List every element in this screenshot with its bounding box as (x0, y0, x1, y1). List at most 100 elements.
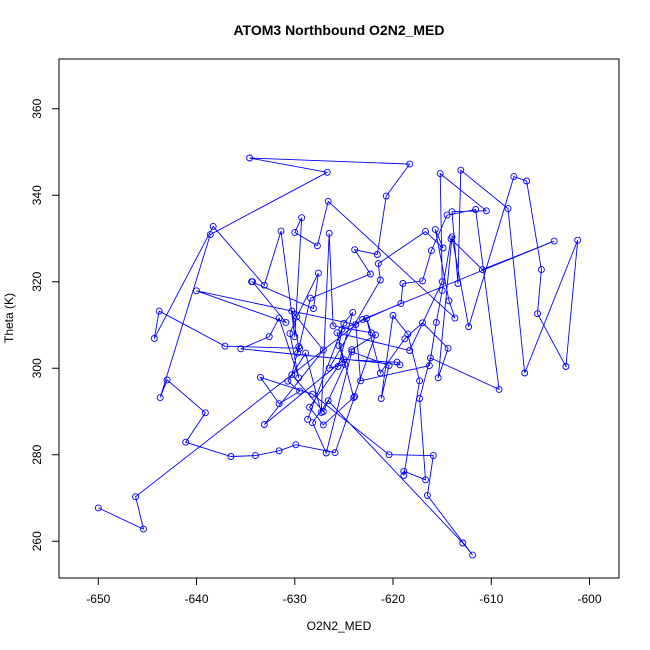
data-point (294, 349, 302, 357)
data-point (389, 312, 397, 319)
data-point (309, 390, 316, 398)
data-point (275, 400, 283, 408)
series-line (98, 157, 579, 556)
y-tick-label: 360 (30, 98, 44, 118)
data-point (416, 395, 424, 402)
data-point (325, 229, 333, 237)
data-point (434, 374, 442, 382)
data-point (291, 333, 299, 341)
data-point (416, 377, 424, 385)
data-point (400, 467, 408, 475)
data-point (348, 348, 356, 356)
data-point (319, 346, 327, 354)
data-point (206, 231, 214, 239)
data-point (298, 214, 306, 222)
data-point (448, 208, 456, 216)
y-axis: 260 280 300 320 340 360 (30, 98, 60, 551)
data-point (399, 280, 407, 287)
data-point (256, 373, 264, 381)
data-point (291, 228, 299, 236)
data-point (359, 315, 367, 323)
data-point (426, 354, 434, 362)
data-point (325, 364, 333, 372)
data-point (286, 330, 294, 338)
data-point (438, 286, 446, 294)
data-point (282, 318, 290, 326)
y-axis-label: Theta (K) (2, 293, 16, 343)
data-point (334, 363, 342, 370)
data-point (443, 211, 451, 219)
data-point (317, 408, 325, 416)
data-point (366, 270, 374, 278)
x-tick-label: -610 (479, 592, 503, 606)
data-point (351, 392, 359, 400)
data-point (376, 276, 384, 284)
x-tick-label: -630 (283, 592, 307, 606)
data-point (140, 525, 147, 533)
data-point (150, 334, 158, 342)
data-point (419, 319, 426, 327)
x-tick-label: -600 (578, 592, 602, 606)
data-point (478, 266, 486, 274)
data-point (550, 237, 558, 245)
data-point (163, 376, 171, 384)
data-point (444, 344, 452, 352)
data-point (227, 453, 235, 460)
data-point (155, 307, 163, 315)
data-point (296, 387, 304, 395)
data-point (422, 228, 429, 236)
data-point (260, 421, 268, 428)
y-tick-label: 280 (30, 444, 44, 464)
data-point (371, 331, 379, 339)
y-tick-label: 320 (30, 271, 44, 291)
data-point (465, 323, 473, 331)
data-point (340, 319, 348, 327)
data-point (351, 246, 359, 254)
data-point (385, 451, 393, 459)
data-point (537, 266, 545, 274)
data-point (246, 154, 254, 162)
data-point (459, 539, 467, 547)
data-point (425, 362, 433, 370)
data-point (307, 294, 314, 302)
data-point (469, 551, 477, 559)
data-point (429, 452, 437, 460)
data-point (352, 321, 360, 329)
data-point (397, 299, 405, 307)
data-point (419, 277, 426, 285)
data-point (457, 166, 465, 174)
data-point (275, 314, 283, 322)
data-point (406, 347, 414, 354)
data-point (252, 452, 259, 460)
data-point (310, 305, 317, 313)
data-point (295, 343, 303, 351)
x-axis-label: O2N2_MED (307, 619, 372, 633)
data-point (309, 419, 316, 427)
data-point (293, 313, 301, 321)
data-point (448, 233, 456, 241)
data-point (534, 310, 541, 318)
data-point (324, 197, 332, 205)
data-point (201, 409, 209, 417)
x-tick-label: -640 (185, 592, 209, 606)
data-point (382, 192, 390, 200)
data-point (357, 377, 365, 385)
data-point (182, 438, 190, 446)
data-point (393, 358, 401, 366)
data-point (341, 360, 349, 368)
data-point (510, 173, 518, 181)
data-point (349, 308, 357, 316)
data-point (333, 329, 341, 337)
chart-title: ATOM3 Northbound O2N2_MED (233, 22, 444, 38)
data-point (367, 329, 375, 337)
data-point (374, 260, 382, 268)
data-point (221, 342, 229, 350)
x-axis: -650 -640 -630 -620 -610 -600 (86, 577, 602, 606)
data-point (482, 207, 490, 215)
data-point (523, 177, 531, 185)
data-point (445, 297, 453, 305)
data-point (574, 236, 582, 244)
data-point (385, 362, 393, 370)
data-point (296, 344, 304, 352)
data-point (340, 356, 348, 364)
